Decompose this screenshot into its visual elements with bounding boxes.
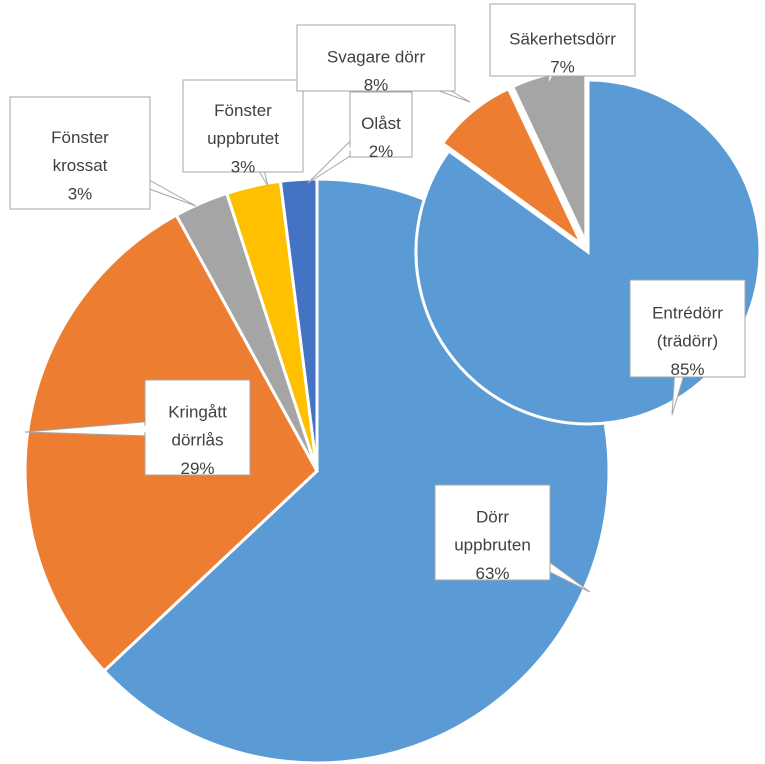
label-pointer-cover xyxy=(488,525,542,563)
data-label: Entrédörr (trädörr) 85% xyxy=(629,279,746,416)
label-pointer-cover xyxy=(372,50,423,80)
label-pointer-cover xyxy=(76,145,138,180)
data-label: Kringått dörrlås 29% xyxy=(24,379,251,478)
data-label: Olåst 2% xyxy=(307,91,413,184)
label-pointer-cover xyxy=(554,37,571,62)
data-label: Fönster uppbrutet 3% xyxy=(182,79,304,187)
label-pointer-cover xyxy=(679,327,696,372)
data-label: Fönster krossat 3% xyxy=(9,96,197,210)
label-value: 3% xyxy=(231,157,256,176)
label-pointer-cover xyxy=(111,419,198,436)
label-category: Entrédörr (trädörr) xyxy=(652,304,723,351)
label-value: 2% xyxy=(369,142,394,161)
label-value: 8% xyxy=(364,75,389,94)
data-label: Svagare dörr 8% xyxy=(296,24,471,103)
label-value: 29% xyxy=(180,459,214,478)
pie-slice xyxy=(440,86,583,246)
label-category: Svagare dörr xyxy=(327,47,426,66)
label-category: Fönster uppbrutet xyxy=(207,101,279,148)
label-category: Säkerhetsdörr xyxy=(509,29,616,48)
data-label: Dörr uppbruten 63% xyxy=(434,484,591,593)
label-value: 3% xyxy=(68,184,93,203)
label-category: Kringått dörrlås xyxy=(168,403,227,450)
label-value: 63% xyxy=(475,564,509,583)
pie-slice xyxy=(278,177,319,472)
label-category: Fönster krossat xyxy=(51,128,109,175)
label-category: Olåst xyxy=(361,114,401,133)
label-category: Dörr uppbruten xyxy=(454,508,531,555)
label-value: 7% xyxy=(550,57,575,76)
label-box xyxy=(349,91,413,158)
label-pointer-cover xyxy=(235,122,256,156)
label-pointer-cover xyxy=(344,118,387,154)
data-label: Säkerhetsdörr 7% xyxy=(489,3,636,85)
label-value: 85% xyxy=(670,360,704,379)
